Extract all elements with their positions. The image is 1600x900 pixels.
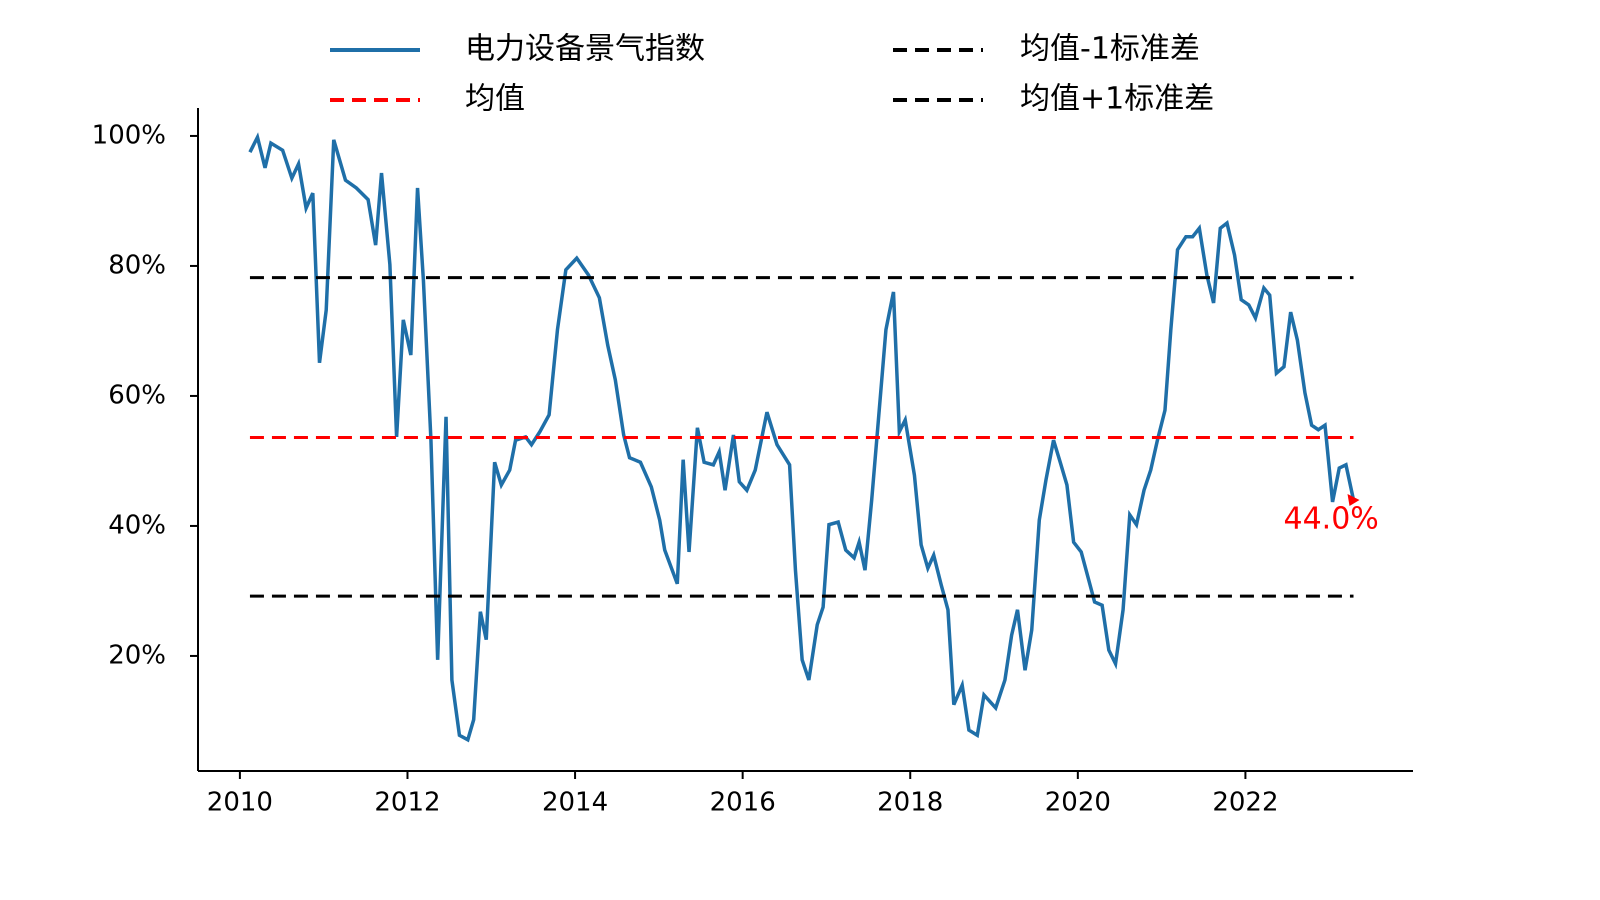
y-tick-label: 80% [108, 250, 166, 280]
y-tick-label: 60% [108, 380, 166, 410]
data-line [248, 132, 1356, 743]
y-tick-label: 100% [92, 120, 166, 150]
annotation-arrow [1347, 493, 1360, 506]
x-tick-label: 2016 [710, 788, 776, 818]
x-tick-label: 2012 [374, 788, 440, 818]
x-tick-label: 2018 [877, 788, 943, 818]
annotation: 44.0% [1284, 501, 1379, 536]
x-tick-label: 2014 [542, 788, 608, 818]
legend-label: 均值 [465, 82, 525, 117]
legend-label: 电力设备景气指数 [465, 32, 705, 67]
legend-label: 均值-1标准差 [1020, 32, 1200, 67]
x-tick-label: 2022 [1212, 788, 1278, 818]
legend-label: 均值+1标准差 [1020, 82, 1214, 117]
x-tick-label: 2020 [1045, 788, 1111, 818]
x-tick-label: 2010 [207, 788, 273, 818]
y-tick-label: 40% [108, 510, 166, 540]
y-tick-label: 20% [108, 640, 166, 670]
